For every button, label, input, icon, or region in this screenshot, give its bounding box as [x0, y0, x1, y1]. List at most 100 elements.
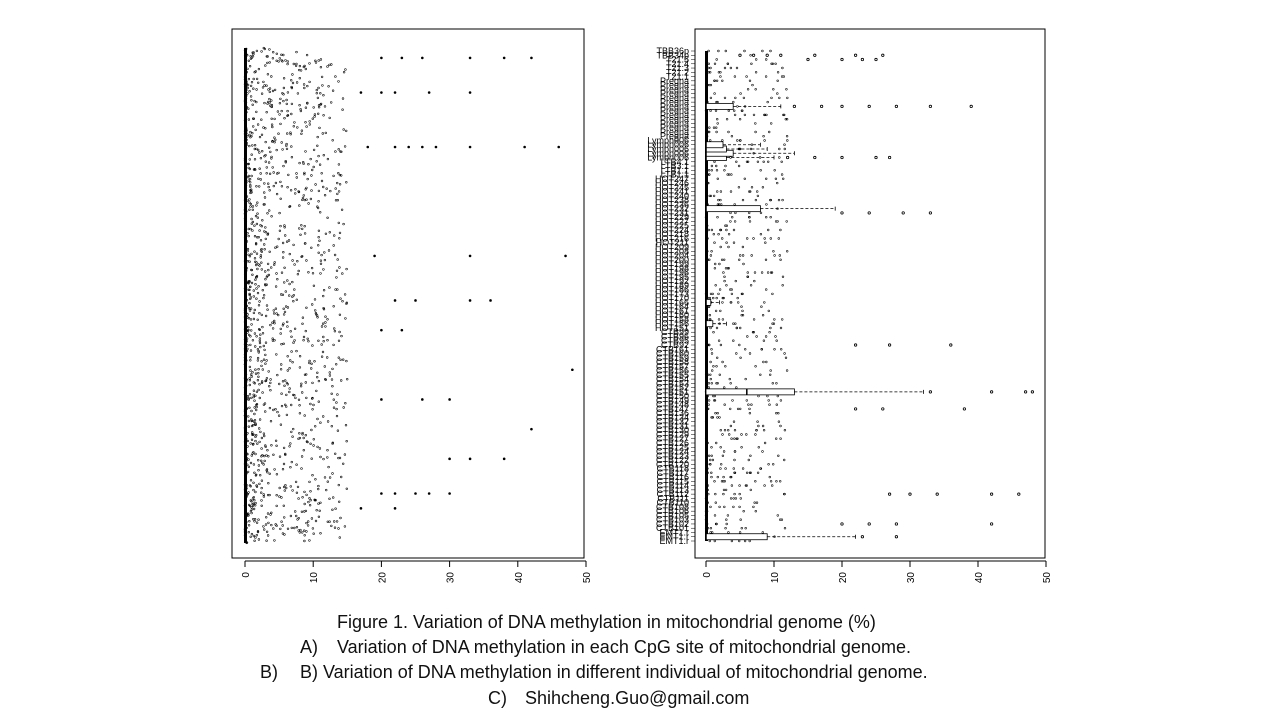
- panel-b-point: [785, 88, 788, 91]
- panel-b-point: [709, 194, 713, 198]
- panel-a-point: [289, 466, 292, 469]
- panel-a-point: [309, 499, 312, 502]
- panel-a-point: [283, 310, 287, 314]
- panel-a-point: [271, 140, 274, 143]
- panel-a-point: [264, 362, 267, 365]
- panel-a-point: [288, 282, 291, 286]
- panel-b-category-label-91: Lymph006: [647, 148, 689, 158]
- panel-a-point: [248, 406, 251, 409]
- panel-b-point: [707, 169, 711, 172]
- panel-a-point: [290, 86, 294, 90]
- panel-b-point: [750, 62, 753, 65]
- panel-a-point: [305, 530, 308, 533]
- panel-a-point: [252, 295, 256, 298]
- panel-b-outlier-9-0: [840, 522, 844, 526]
- panel-b-category-label-94: Lymph006: [647, 135, 689, 145]
- panel-b-category-label-40: CTB156: [656, 366, 689, 376]
- panel-a-point: [289, 189, 293, 192]
- panel-b-point: [725, 284, 728, 287]
- panel-a-point: [268, 172, 272, 176]
- panel-b-category-label-113: T21.5: [666, 55, 689, 65]
- panel-b-point: [759, 467, 763, 470]
- panel-a-point: [265, 468, 269, 471]
- panel-a-point: [258, 341, 262, 345]
- panel-b-point: [708, 458, 712, 462]
- panel-a-point: [304, 242, 307, 245]
- panel-b-point: [730, 437, 733, 440]
- panel-a-point: [255, 276, 258, 279]
- panel-a-point: [269, 389, 272, 392]
- panel-a-point: [260, 225, 263, 228]
- panel-a-point: [255, 147, 258, 151]
- panel-b-point: [710, 446, 713, 449]
- panel-a-point: [279, 197, 282, 201]
- panel-b-point: [742, 510, 745, 513]
- panel-a-point: [294, 396, 297, 400]
- panel-a-point: [270, 123, 274, 126]
- panel-a-outlier-1-0: [359, 91, 363, 94]
- panel-b-point: [710, 250, 713, 253]
- panel-b-point: [777, 420, 781, 423]
- panel-a-point: [258, 440, 261, 444]
- panel-a-point: [288, 390, 291, 394]
- panel-b-category-label-12: CTB113: [657, 485, 689, 495]
- panel-b-point: [748, 471, 752, 474]
- panel-b-point: [715, 356, 719, 359]
- panel-b-point: [781, 66, 784, 70]
- panel-a-point: [330, 101, 333, 104]
- panel-b-box-9: [705, 141, 724, 149]
- panel-a-point: [275, 192, 279, 196]
- panel-b-point: [786, 96, 789, 100]
- panel-a-point: [250, 252, 253, 256]
- panel-b-point: [750, 254, 753, 257]
- panel-a-point: [265, 55, 268, 58]
- panel-a-outlier-2-6: [523, 145, 526, 149]
- panel-a-point: [335, 520, 339, 523]
- panel-b-category-label-6: CTB105: [656, 510, 689, 520]
- panel-a-point: [273, 88, 277, 92]
- panel-a-point: [295, 298, 298, 301]
- panel-a-point: [263, 454, 266, 458]
- panel-b-point: [753, 501, 756, 504]
- panel-a-point: [246, 83, 250, 87]
- panel-a-point: [250, 454, 254, 457]
- panel-a-point: [257, 263, 260, 266]
- panel-a-point: [255, 252, 259, 255]
- panel-b-category-label-56: HOT166: [655, 297, 689, 307]
- panel-a-point: [291, 280, 294, 284]
- panel-a-point: [308, 504, 312, 507]
- panel-a-point: [254, 263, 258, 267]
- panel-b-category-label-48: CTB96: [661, 331, 689, 341]
- panel-a-point: [272, 171, 275, 174]
- panel-a-point: [249, 369, 252, 372]
- panel-b-outlier-7-0: [853, 407, 858, 411]
- panel-a-point: [288, 367, 291, 370]
- panel-a-point: [252, 534, 256, 538]
- panel-a-point: [264, 353, 267, 357]
- panel-a-point: [332, 496, 335, 499]
- panel-a-point: [269, 378, 272, 381]
- panel-b-point: [730, 173, 733, 176]
- panel-a-point: [253, 235, 257, 238]
- panel-a-point: [259, 333, 262, 336]
- panel-b-point: [762, 429, 766, 432]
- panel-b-point: [727, 109, 730, 112]
- panel-b-point: [725, 117, 729, 121]
- panel-b-point: [741, 198, 745, 202]
- panel-b-point: [775, 339, 778, 342]
- panel-b-point: [718, 288, 722, 291]
- panel-a-point: [266, 449, 269, 452]
- panel-a-point: [341, 108, 344, 111]
- panel-a-point: [300, 255, 303, 258]
- panel-a-point: [314, 183, 317, 186]
- panel-b-outlier-6-1: [989, 390, 994, 394]
- panel-a-point: [314, 478, 317, 481]
- panel-b-point: [729, 475, 733, 479]
- panel-a-point: [302, 339, 305, 342]
- panel-a-point: [272, 527, 275, 530]
- panel-a-point: [262, 493, 265, 496]
- panel-a-point: [261, 368, 264, 371]
- panel-a-point: [247, 425, 251, 428]
- panel-b-point: [743, 113, 747, 117]
- panel-b-point: [712, 399, 716, 402]
